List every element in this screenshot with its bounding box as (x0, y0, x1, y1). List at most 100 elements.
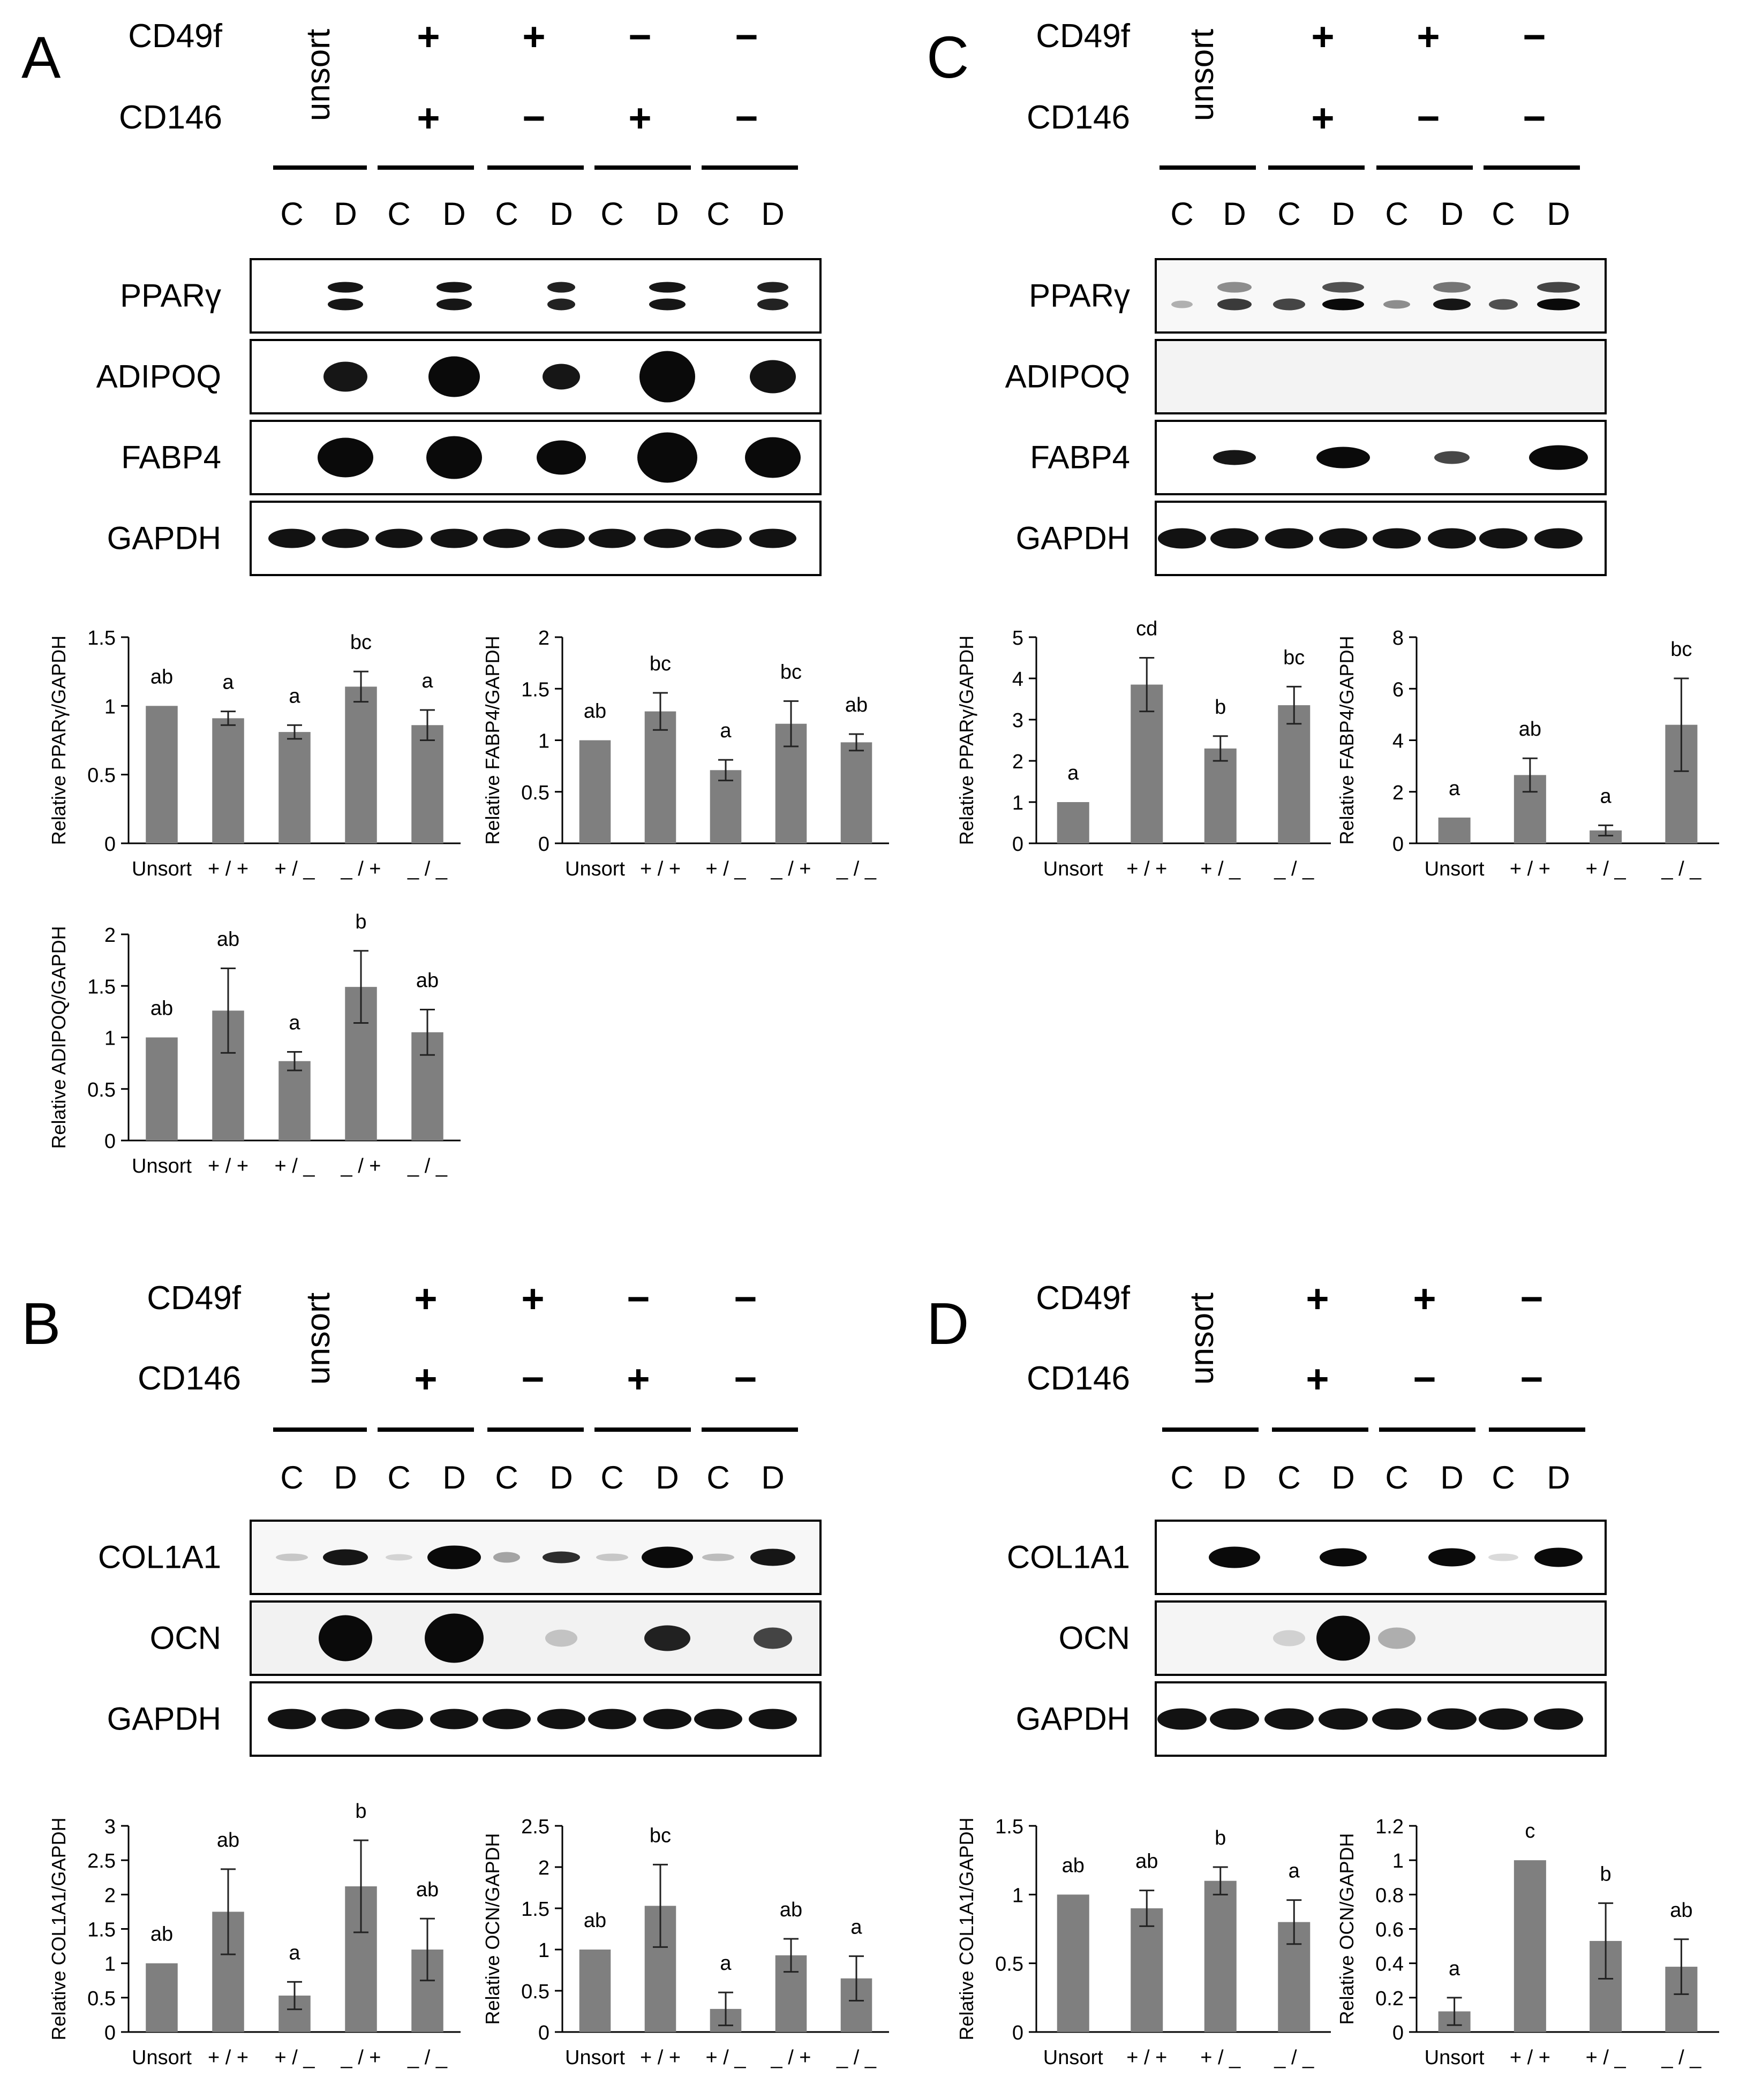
blot-band (750, 1548, 795, 1566)
blot-band (323, 361, 367, 392)
category-label: + / + (208, 2046, 249, 2069)
y-tick-label: 1 (1012, 1884, 1023, 1907)
significance-letter: ab (416, 1878, 439, 1901)
cd146-sign: + (417, 96, 440, 140)
blot-label: OCN (150, 1620, 221, 1656)
significance-letter: b (355, 1800, 366, 1823)
category-label: _ / + (341, 1155, 381, 1177)
significance-letter: a (289, 685, 300, 707)
bar (710, 770, 742, 843)
significance-letter: b (1600, 1863, 1612, 1885)
significance-letter: ab (1062, 1854, 1085, 1877)
blot-band (1264, 1708, 1314, 1730)
cd146-sign: − (735, 96, 758, 140)
y-tick-label: 1 (104, 1953, 116, 1976)
significance-letter: a (720, 1952, 732, 1975)
category-label: + / + (1510, 858, 1550, 880)
category-label: + / _ (1586, 858, 1627, 880)
blot-band (1488, 1553, 1518, 1561)
significance-letter: b (1215, 1827, 1226, 1849)
y-tick-label: 1 (538, 1939, 549, 1962)
bar-chart: 0 0.5 1 1.5 Relative PPARγ/GAPDH ab Unsort a + /… (48, 627, 461, 880)
category-label: _ / _ (1274, 858, 1314, 880)
blot-band (702, 1553, 734, 1561)
lane-label: C (1385, 196, 1408, 232)
blot-band (649, 282, 686, 293)
panel-c-blots: PPARγ ADIPOQ FABP4 GAPDH (1005, 258, 1607, 576)
blot-label: ADIPOQ (1005, 359, 1130, 395)
y-tick-label: 6 (1392, 678, 1404, 701)
blot-band (328, 298, 363, 311)
significance-letter: a (1449, 1958, 1460, 1980)
lane-label: C (387, 196, 410, 232)
category-label: _ / + (341, 858, 381, 880)
lane-label: D (334, 1460, 357, 1495)
y-tick-label: 0 (538, 2022, 549, 2044)
category-label: + / _ (706, 2046, 747, 2069)
blot-band (1217, 282, 1252, 293)
blot-band (1427, 1708, 1477, 1730)
bar-chart: 0 1 2 3 4 5 Relative PPARγ/GAPDH a Unsort cd + / +… (955, 618, 1331, 880)
y-tick-label: 4 (1392, 730, 1404, 753)
category-label: _ / _ (1661, 858, 1701, 880)
lane-label: C (1277, 1460, 1300, 1495)
blot-strip: GAPDH (107, 1681, 822, 1757)
blot-label: COL1A1 (98, 1539, 221, 1575)
blot-strip: ADIPOQ (1005, 339, 1607, 414)
cd146-sign: + (1311, 96, 1334, 140)
category-label: _ / _ (407, 858, 448, 880)
cd146-sign: − (522, 96, 545, 140)
cd146-sign: + (627, 1357, 650, 1401)
y-axis-label: Relative PPARγ/GAPDH (48, 636, 70, 845)
blot-band (639, 351, 695, 403)
blot-background (1157, 341, 1605, 412)
cd49f-sign: − (734, 1276, 757, 1321)
category-label: _ / _ (1274, 2046, 1314, 2069)
blot-band (750, 360, 796, 394)
significance-letter: ab (584, 700, 606, 723)
y-tick-label: 1 (538, 730, 549, 753)
lane-label: C (1385, 1460, 1408, 1495)
blot-background (1157, 260, 1605, 331)
blot-band (436, 298, 472, 311)
bar (1513, 1860, 1546, 2032)
bar (579, 740, 611, 843)
blot-band (1213, 450, 1256, 465)
y-tick-label: 0 (104, 833, 116, 856)
cd146-sign: + (628, 96, 651, 140)
blot-band (1319, 528, 1367, 549)
category-label: + / + (1510, 2046, 1550, 2069)
y-tick-label: 0 (104, 1130, 116, 1153)
blot-band (757, 298, 788, 311)
cd49f-label: CD49f (128, 18, 223, 55)
panel-letter: A (21, 25, 61, 90)
blot-band (1320, 1548, 1367, 1567)
y-tick-label: 2 (538, 1857, 549, 1879)
blot-band (1537, 282, 1580, 293)
blot-band (537, 440, 586, 475)
blot-band (1383, 300, 1410, 309)
bar (278, 732, 311, 843)
blot-band (1316, 1615, 1370, 1661)
y-tick-label: 2 (104, 1884, 116, 1907)
bar (1204, 748, 1237, 843)
y-tick-label: 1.5 (87, 976, 116, 998)
bar (411, 725, 443, 843)
cd49f-sign: + (1413, 1276, 1436, 1321)
significance-letter: ab (1135, 1850, 1158, 1873)
y-tick-label: 0 (1392, 833, 1404, 856)
blot-band (589, 528, 636, 548)
category-label: Unsort (132, 858, 192, 880)
lane-label: D (656, 1460, 679, 1495)
blot-band (1217, 298, 1252, 311)
cd146-sign: + (414, 1357, 437, 1401)
cd49f-sign: − (1523, 14, 1546, 59)
category-label: Unsort (132, 2046, 192, 2069)
category-label: + / + (208, 858, 249, 880)
blot-strip: OCN (150, 1600, 822, 1676)
category-label: + / _ (1586, 2046, 1627, 2069)
bar-chart: 0 0.2 0.4 0.6 0.8 1 1.2 Relative OCN/GAPDH a Unso… (1336, 1816, 1719, 2069)
